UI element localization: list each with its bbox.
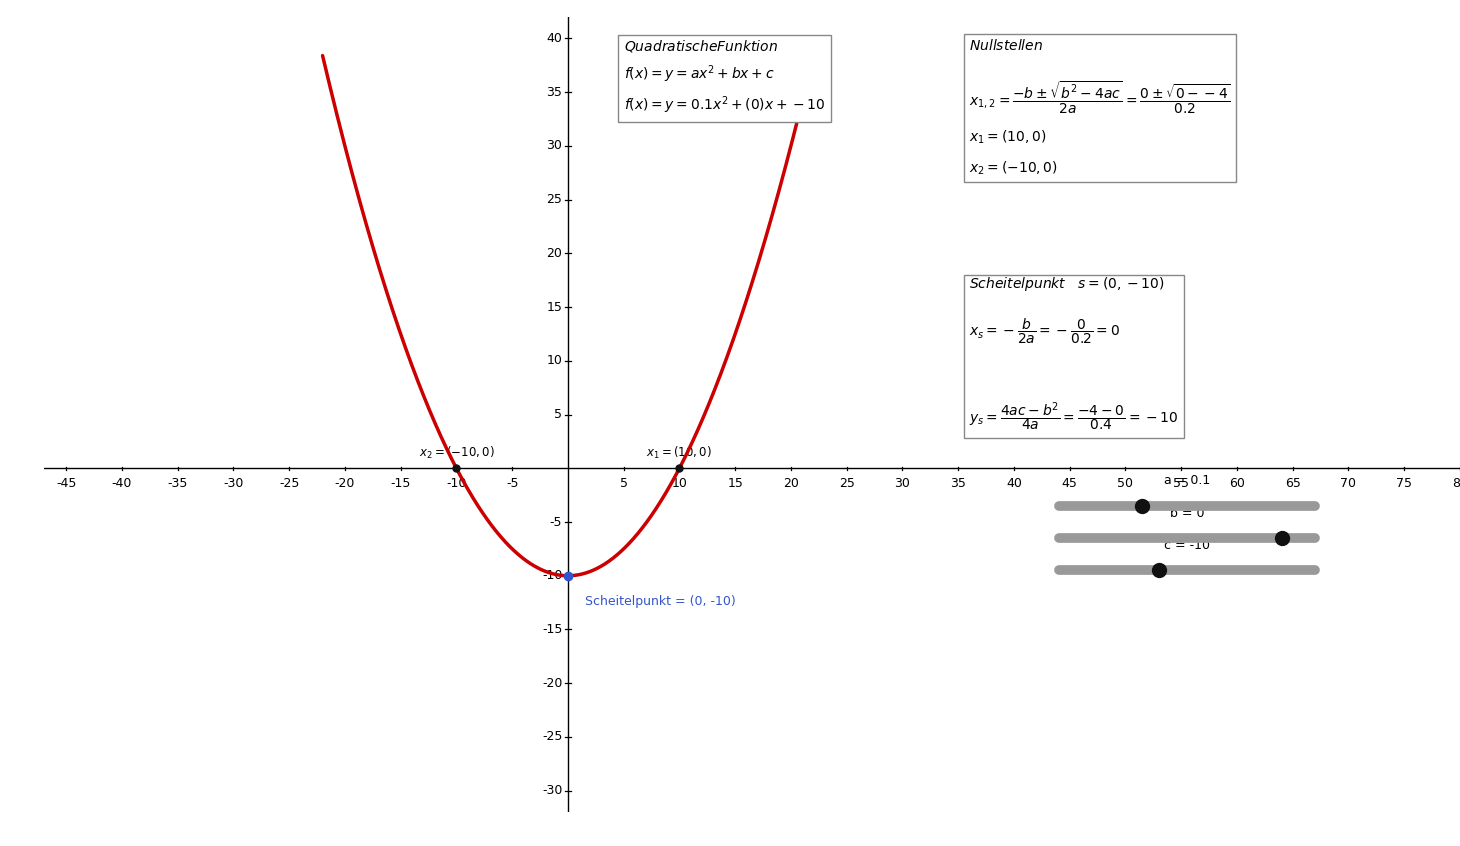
Text: 40: 40 <box>546 32 562 45</box>
Text: -20: -20 <box>334 477 355 490</box>
Text: -45: -45 <box>55 477 76 490</box>
Text: $\mathit{QuadratischeFunktion}$
$f(x) = y = ax^2 + bx + c$
$f(x) = y = 0.1x^2 + : $\mathit{QuadratischeFunktion}$ $f(x) = … <box>623 38 825 117</box>
Text: -25: -25 <box>279 477 299 490</box>
Text: $x_2 = (-10, 0)$: $x_2 = (-10, 0)$ <box>419 445 495 461</box>
Text: 40: 40 <box>1006 477 1022 490</box>
Text: -40: -40 <box>111 477 131 490</box>
Text: 20: 20 <box>783 477 799 490</box>
Text: -15: -15 <box>390 477 410 490</box>
Text: 25: 25 <box>838 477 854 490</box>
Text: -35: -35 <box>168 477 188 490</box>
Text: $\mathit{Nullstellen}$
$x_{1,2} = \dfrac{-b \pm \sqrt{b^2-4ac}}{2a} = \dfrac{0 \: $\mathit{Nullstellen}$ $x_{1,2} = \dfrac… <box>969 38 1231 177</box>
Text: -5: -5 <box>550 515 562 529</box>
Text: c = -10: c = -10 <box>1164 539 1210 552</box>
Text: 30: 30 <box>546 140 562 152</box>
Text: -30: -30 <box>223 477 244 490</box>
Text: 15: 15 <box>727 477 743 490</box>
Text: $x_1 = (10, 0)$: $x_1 = (10, 0)$ <box>647 445 712 461</box>
Text: 65: 65 <box>1285 477 1301 490</box>
Text: -25: -25 <box>542 730 562 744</box>
Text: 10: 10 <box>672 477 688 490</box>
Text: 10: 10 <box>546 354 562 367</box>
Text: 20: 20 <box>546 247 562 260</box>
Text: 30: 30 <box>895 477 911 490</box>
Text: -15: -15 <box>542 623 562 636</box>
Text: -30: -30 <box>542 784 562 797</box>
Text: 45: 45 <box>1061 477 1077 490</box>
Text: Scheitelpunkt = (0, -10): Scheitelpunkt = (0, -10) <box>584 595 736 608</box>
Text: -10: -10 <box>542 569 562 582</box>
Text: $\mathit{Scheitelpunkt} \quad s = (0,-10)$
$x_s = -\dfrac{b}{2a} = -\dfrac{0}{0.: $\mathit{Scheitelpunkt} \quad s = (0,-10… <box>969 275 1178 432</box>
Text: 5: 5 <box>619 477 628 490</box>
Text: b = 0: b = 0 <box>1169 507 1204 519</box>
Text: 75: 75 <box>1396 477 1412 490</box>
Text: 35: 35 <box>950 477 967 490</box>
Text: a = 0.1: a = 0.1 <box>1164 475 1210 487</box>
Text: 5: 5 <box>555 408 562 421</box>
Text: -20: -20 <box>542 677 562 689</box>
Text: 60: 60 <box>1229 477 1245 490</box>
Text: 55: 55 <box>1174 477 1190 490</box>
Text: 50: 50 <box>1117 477 1133 490</box>
Text: -10: -10 <box>447 477 467 490</box>
Text: 35: 35 <box>546 85 562 99</box>
Text: -5: -5 <box>507 477 518 490</box>
Text: 15: 15 <box>546 300 562 314</box>
Text: 70: 70 <box>1340 477 1356 490</box>
Text: 80: 80 <box>1453 477 1460 490</box>
Text: 25: 25 <box>546 193 562 206</box>
